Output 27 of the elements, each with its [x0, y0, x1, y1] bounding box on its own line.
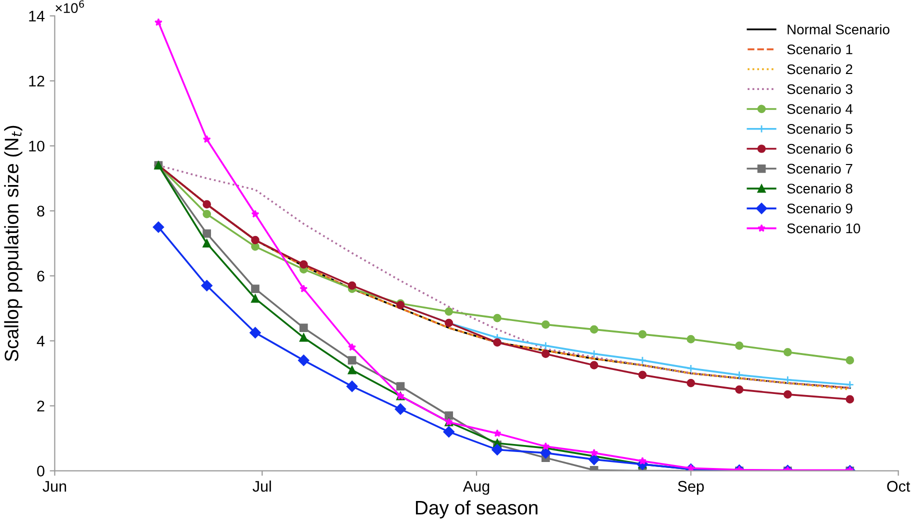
legend-label: Scenario 8 [787, 183, 852, 194]
x-tick-label: Oct [887, 480, 910, 492]
x-tick-label: Aug [462, 481, 490, 495]
x-tick-label: Sep [678, 480, 704, 495]
x-tick-label: Jun [42, 481, 66, 492]
legend-label: Scenario 3 [787, 84, 852, 94]
y-tick-label: 12 [29, 76, 44, 86]
legend-label: Scenario 9 [787, 203, 852, 214]
x-tick-label: Jul [252, 480, 271, 492]
legend-label: Scenario 7 [787, 163, 852, 174]
y-tick-label: 8 [37, 206, 44, 217]
y-tick-label: 14 [29, 10, 45, 22]
y-tick-label: 10 [29, 140, 44, 152]
y-tick-label: 2 [37, 400, 44, 412]
legend-label: Scenario 5 [787, 124, 852, 134]
legend-label: Scenario 6 [787, 144, 852, 154]
legend-label: Scenario 2 [787, 64, 852, 74]
y-tick-label: 4 [36, 336, 45, 346]
y-axis-title: Scallop population size (N$_{t}$) [4, 126, 22, 362]
legend-label: Normal Scenario [788, 24, 890, 34]
y-tick-label: 6 [37, 270, 44, 282]
y-tick-label: 0 [37, 466, 44, 476]
legend-label: Scenario 4 [787, 104, 853, 114]
legend-label: Scenario 1 [787, 44, 852, 54]
text: ×10$^{6}$ [56, 0, 84, 14]
x-axis-title: Day of season [416, 500, 538, 518]
legend-label: Scenario 10 [787, 223, 860, 234]
